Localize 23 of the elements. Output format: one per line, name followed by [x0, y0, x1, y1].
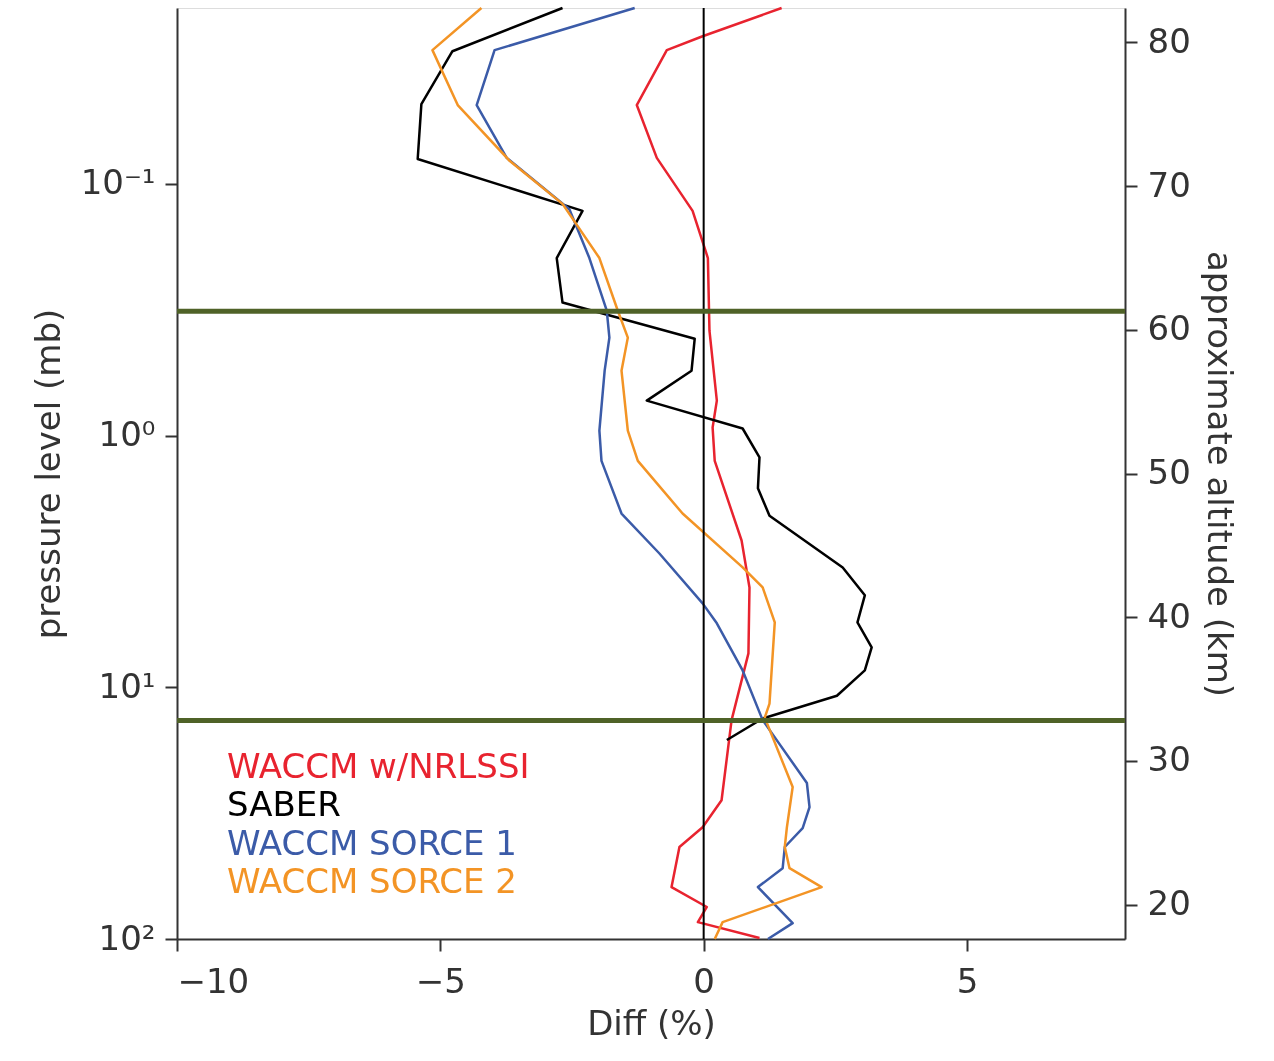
y2-tick-label: 70: [1147, 164, 1191, 205]
y-axis-title: pressure level (mb): [27, 308, 68, 640]
y2-tick-label: 30: [1147, 739, 1191, 780]
y2-tick-label: 60: [1147, 308, 1191, 349]
y2-tick-label: 50: [1147, 452, 1191, 492]
y-tick-label: 10¹: [98, 665, 156, 706]
text: SABER: [227, 784, 341, 825]
text: WACCM SORCE 2: [227, 860, 517, 901]
y2-tick-label: 80: [1147, 20, 1191, 61]
x-tick-label: −5: [415, 960, 466, 1001]
y2-axis-title: approximate altitude (km): [1199, 250, 1240, 698]
x-tick-label: 0: [693, 960, 715, 1001]
x-tick-label: −10: [177, 960, 250, 1001]
y2-tick-label: 20: [1147, 883, 1191, 924]
x-axis-title: Diff (%): [587, 1002, 716, 1043]
text: WACCM w/NRLSSI: [227, 746, 530, 787]
x-tick-label: 5: [956, 960, 979, 1001]
y-tick-label: 10²: [98, 917, 156, 958]
text: WACCM SORCE 1: [227, 822, 517, 863]
y-tick-label: 10⁰: [98, 414, 156, 455]
line-series: [635, 6, 783, 940]
y2-tick-label: 40: [1147, 595, 1191, 636]
y-tick-label: 10⁻¹: [80, 162, 156, 203]
